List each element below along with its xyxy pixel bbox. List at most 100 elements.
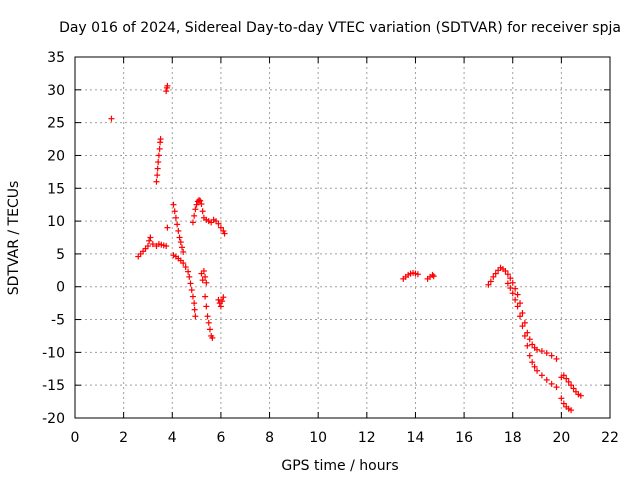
data-point (164, 224, 171, 231)
data-point (512, 296, 519, 303)
x-tick-label: 20 (552, 430, 570, 446)
data-point (191, 300, 198, 307)
x-tick-label: 22 (601, 430, 619, 446)
y-tick-label: 10 (47, 214, 65, 230)
data-point (180, 260, 187, 267)
data-point (217, 224, 224, 231)
data-point (492, 270, 499, 277)
x-tick-label: 18 (504, 430, 522, 446)
data-point (568, 407, 575, 414)
data-point (543, 350, 550, 357)
data-point (563, 375, 570, 382)
y-tick-label: -5 (51, 313, 65, 329)
data-point (215, 296, 222, 303)
y-tick-label: 15 (47, 181, 65, 197)
data-point (517, 313, 524, 320)
x-tick-label: 0 (71, 430, 80, 446)
data-point (146, 237, 153, 244)
data-point (188, 287, 195, 294)
data-point (507, 275, 514, 282)
data-point (185, 268, 192, 275)
data-point (529, 359, 536, 366)
data-point (186, 273, 193, 280)
data-point (200, 267, 207, 274)
x-tick-label: 10 (309, 430, 327, 446)
data-point (526, 336, 533, 343)
data-point (514, 291, 521, 298)
x-axis-label: GPS time / hours (281, 458, 398, 474)
data-point (565, 378, 572, 385)
data-point (171, 208, 178, 215)
data-point (154, 165, 161, 172)
y-axis-label: SDTVAR / TECUs (6, 181, 22, 296)
data-point (221, 230, 228, 237)
data-point (193, 201, 200, 208)
y-tick-label: 30 (47, 83, 65, 99)
data-point (534, 367, 541, 374)
data-point (543, 376, 550, 383)
data-point (174, 221, 181, 228)
data-point (526, 352, 533, 359)
chart-title: Day 016 of 2024, Sidereal Day-to-day VTE… (59, 20, 621, 36)
data-point (149, 241, 156, 248)
data-point (487, 278, 494, 285)
data-point (538, 372, 545, 379)
plot-frame (74, 56, 611, 419)
data-point (429, 271, 436, 278)
y-tick-label: 25 (47, 116, 65, 132)
data-point (203, 279, 210, 286)
data-point (514, 303, 521, 310)
data-point (215, 220, 222, 227)
data-point (192, 206, 199, 213)
y-tick-label: 35 (47, 50, 65, 66)
data-point (509, 290, 516, 297)
x-tick-labels: 0 2 4 6 8 10 12 14 16 18 20 22 (71, 430, 619, 446)
data-point (147, 234, 154, 241)
data-point (529, 341, 536, 348)
data-point (164, 82, 171, 89)
data-point (485, 281, 492, 288)
data-point (191, 212, 198, 219)
data-point (219, 298, 226, 305)
data-point (521, 319, 528, 326)
data-point (414, 271, 421, 278)
data-point (521, 332, 528, 339)
data-point (163, 88, 170, 95)
data-point (220, 294, 227, 301)
data-point (548, 352, 555, 359)
data-point (504, 280, 511, 287)
data-point (189, 219, 196, 226)
data-point (205, 319, 212, 326)
data-point (199, 208, 206, 215)
data-point (524, 329, 531, 336)
data-point (509, 279, 516, 286)
y-tick-label: 0 (56, 280, 65, 296)
data-point (176, 234, 183, 241)
data-point (156, 145, 163, 152)
y-tick-label: -10 (42, 345, 65, 361)
data-point (531, 363, 538, 370)
data-point (157, 136, 164, 143)
data-point (189, 293, 196, 300)
y-tick-labels: -20 -15 -10 -5 0 5 10 15 20 25 30 35 (42, 50, 65, 427)
data-point (430, 273, 437, 280)
data-point (175, 227, 182, 234)
data-point (570, 385, 577, 392)
x-tick-label: 4 (168, 430, 177, 446)
data-points (108, 82, 584, 414)
data-point (154, 172, 161, 179)
data-point (538, 348, 545, 355)
data-point (512, 285, 519, 292)
data-point (206, 326, 213, 333)
x-tick-label: 8 (265, 430, 274, 446)
data-point (170, 201, 177, 208)
data-point (155, 159, 162, 166)
x-tick-label: 12 (358, 430, 376, 446)
data-point (568, 382, 575, 389)
data-point (202, 273, 209, 280)
data-point (560, 372, 567, 379)
data-point (534, 346, 541, 353)
data-point (560, 400, 567, 407)
data-point (504, 271, 511, 278)
